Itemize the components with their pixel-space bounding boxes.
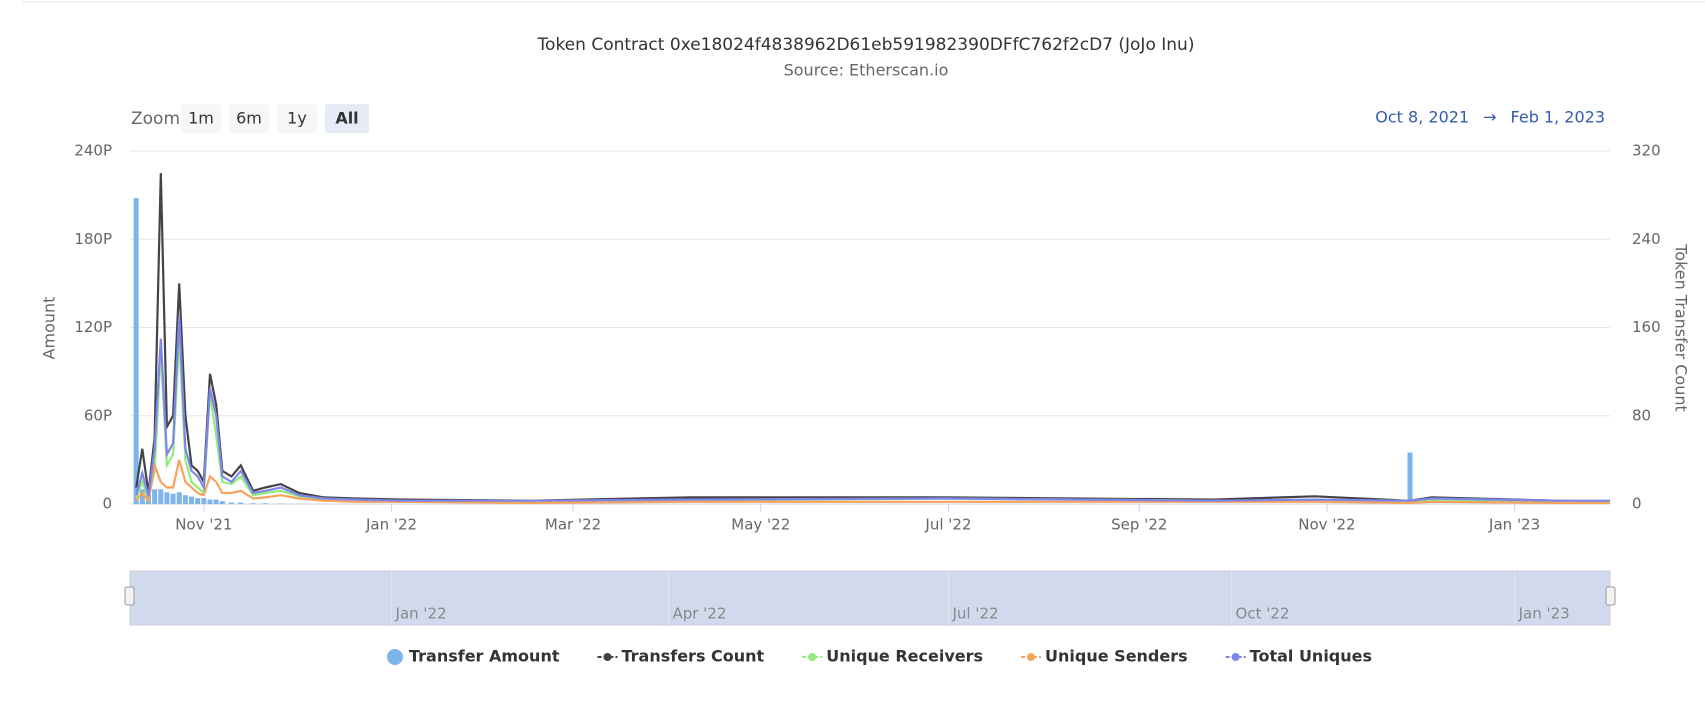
- zoom-button-label: 6m: [236, 109, 262, 128]
- y2-tick-label: 160: [1632, 318, 1661, 336]
- legend-item[interactable]: Transfer Amount: [386, 647, 560, 666]
- bar: [250, 503, 256, 504]
- zoom-button[interactable]: 1m: [181, 104, 221, 133]
- legend-marker: [1231, 653, 1240, 661]
- navigator-handle[interactable]: [1605, 586, 1616, 606]
- x-tick-label: Jan '23: [1488, 516, 1540, 534]
- navigator-label: Jan '22: [395, 605, 447, 623]
- x-tick-label: Sep '22: [1111, 516, 1167, 534]
- y2-tick-label: 80: [1632, 406, 1651, 424]
- x-tick-label: May '22: [731, 516, 790, 534]
- bar: [262, 503, 268, 504]
- zoom-button-bg: [181, 104, 221, 133]
- bar: [170, 493, 176, 504]
- y-tick-label: 0: [102, 495, 112, 513]
- zoom-button[interactable]: 1y: [277, 104, 317, 133]
- legend-marker: [1027, 653, 1036, 661]
- bar: [139, 489, 145, 504]
- line: [135, 316, 1610, 502]
- chart-title: Token Contract 0xe18024f4838962D61eb5919…: [537, 35, 1195, 55]
- line: [135, 459, 1610, 505]
- line: [135, 338, 1610, 503]
- bar: [207, 499, 213, 504]
- y-tick-label: 60P: [84, 406, 112, 424]
- zoom-button[interactable]: All: [325, 104, 369, 133]
- navigator-label: Jul '22: [951, 605, 998, 623]
- y2-tick-label: 0: [1632, 495, 1642, 513]
- range-to[interactable]: Feb 1, 2023: [1511, 108, 1605, 127]
- navigator-label: Apr '22: [672, 605, 726, 623]
- y2-tick-label: 240: [1632, 230, 1661, 248]
- legend-item[interactable]: Total Uniques: [1225, 647, 1372, 666]
- navigator-handle[interactable]: [124, 586, 135, 606]
- y-tick-label: 120P: [74, 318, 112, 336]
- zoom-label: Zoom: [131, 109, 180, 129]
- chart-subtitle: Source: Etherscan.io: [784, 61, 949, 80]
- navigator[interactable]: [129, 570, 1611, 626]
- bar: [213, 499, 219, 504]
- x-tick-label: Mar '22: [545, 516, 601, 534]
- bar: [195, 498, 201, 504]
- bar: [229, 502, 235, 504]
- x-tick-label: Jul '22: [924, 516, 971, 534]
- zoom-button-bg: [325, 104, 369, 133]
- x-tick-label: Nov '21: [175, 516, 232, 534]
- bar: [152, 489, 158, 504]
- range-arrow: →: [1483, 108, 1496, 127]
- legend-label: Total Uniques: [1250, 647, 1372, 666]
- legend-label: Unique Senders: [1045, 647, 1188, 666]
- range-from[interactable]: Oct 8, 2021: [1375, 108, 1469, 127]
- bar: [189, 496, 195, 504]
- bar: [133, 198, 139, 505]
- y2-axis-title: Token Transfer Count: [1672, 243, 1691, 412]
- y2-tick-label: 320: [1632, 142, 1661, 160]
- zoom-button-bg: [277, 104, 317, 133]
- legend-marker: [386, 649, 403, 665]
- bar: [219, 501, 225, 504]
- zoom-button-label: 1y: [287, 109, 307, 128]
- navigator-label: Jan '23: [1518, 605, 1570, 623]
- y-tick-label: 240P: [74, 142, 112, 160]
- zoom-button-bg: [229, 104, 269, 133]
- x-tick-label: Jan '22: [365, 516, 417, 534]
- legend-label: Unique Receivers: [826, 647, 983, 666]
- x-tick-label: Nov '22: [1298, 516, 1355, 534]
- legend-item[interactable]: Unique Receivers: [802, 647, 983, 666]
- bar: [158, 489, 164, 504]
- legend-item[interactable]: Transfers Count: [597, 647, 765, 666]
- legend-marker: [603, 653, 612, 661]
- bar: [182, 495, 188, 504]
- zoom-button[interactable]: 6m: [229, 104, 269, 133]
- y-axis-title: Amount: [40, 297, 59, 360]
- legend-item[interactable]: Unique Senders: [1021, 647, 1188, 666]
- bar: [1407, 452, 1413, 504]
- bar: [176, 492, 182, 504]
- navigator-label: Oct '22: [1236, 605, 1290, 623]
- legend-label: Transfers Count: [621, 647, 764, 666]
- legend-marker: [808, 653, 817, 661]
- y-tick-label: 180P: [74, 230, 112, 248]
- bar: [201, 498, 207, 504]
- line: [135, 173, 1611, 503]
- zoom-button-label: 1m: [188, 109, 214, 128]
- bar: [164, 492, 170, 504]
- legend-label: Transfer Amount: [409, 647, 560, 666]
- zoom-button-label: All: [335, 109, 358, 128]
- bar: [238, 502, 244, 504]
